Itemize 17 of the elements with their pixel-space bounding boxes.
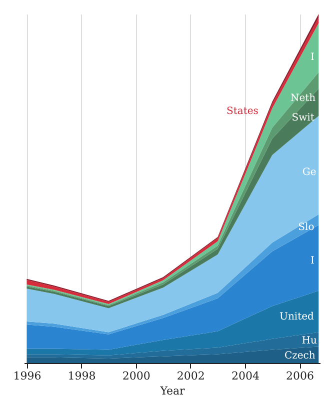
series-label: Czech xyxy=(284,350,316,362)
series-label: Swit xyxy=(292,112,314,124)
x-tick-label: 1998 xyxy=(68,370,96,382)
series-label: States xyxy=(226,106,258,117)
x-tick-label: 2004 xyxy=(231,370,260,382)
x-tick-label: 1996 xyxy=(13,370,42,382)
series-label: Ge xyxy=(302,166,316,178)
x-tick-label: 2006 xyxy=(286,370,314,382)
series-label: Hu xyxy=(302,335,318,346)
series-label: I xyxy=(310,52,315,63)
x-tick-label: 2000 xyxy=(122,370,150,382)
series-label: Slo xyxy=(298,222,314,234)
series-label: Neth xyxy=(290,93,316,104)
series-label: United xyxy=(280,312,315,323)
series-label: I xyxy=(310,256,315,267)
x-axis-title: Year xyxy=(159,384,186,398)
x-tick-label: 2002 xyxy=(176,370,205,382)
